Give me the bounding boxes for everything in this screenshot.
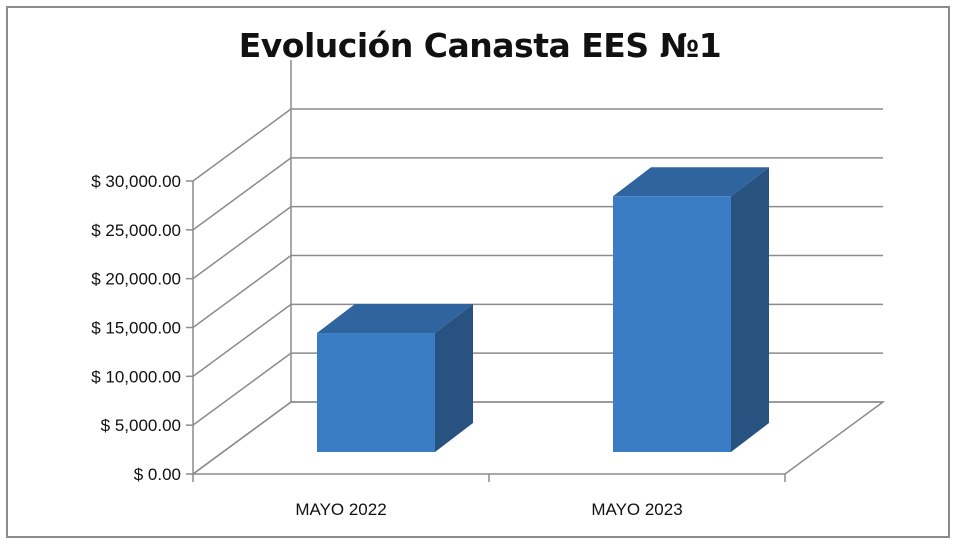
x-category-label: MAYO 2022 [295, 500, 386, 519]
gridline-side [192, 254, 292, 329]
bar-front [613, 196, 731, 452]
gridline-side [192, 352, 292, 426]
y-tick-label: $ 15,000.00 [91, 319, 181, 338]
gridline-side [192, 206, 292, 280]
bar-side [435, 304, 473, 452]
y-tick-label: $ 0.00 [134, 465, 181, 484]
gridline-side [192, 401, 292, 475]
y-tick-label: $ 20,000.00 [91, 270, 181, 289]
chart-title: Evolución Canasta EES №1 [238, 26, 722, 65]
x-category-label: MAYO 2023 [591, 500, 682, 519]
bar-top [317, 304, 473, 334]
chart-floor [190, 401, 886, 475]
chart-frame [6, 6, 950, 538]
bar-front [317, 333, 435, 452]
bar [317, 304, 473, 452]
bar [613, 167, 769, 453]
labels-layer: $ 0.00 $ 5,000.00 $ 10,000.00 $ 15,000.00 $ … [91, 172, 682, 519]
bar-side [731, 167, 769, 453]
grid-layer [186, 60, 886, 482]
y-tick-label: $ 30,000.00 [91, 172, 181, 191]
y-tick-label: $ 5,000.00 [101, 416, 181, 435]
gridline-side [192, 108, 292, 182]
y-tick-label: $ 25,000.00 [91, 221, 181, 240]
bars-layer [317, 167, 769, 453]
gridline-side [192, 303, 292, 377]
y-tick-label: $ 10,000.00 [91, 367, 181, 386]
bar-top [613, 167, 769, 197]
gridline-side [192, 157, 292, 231]
